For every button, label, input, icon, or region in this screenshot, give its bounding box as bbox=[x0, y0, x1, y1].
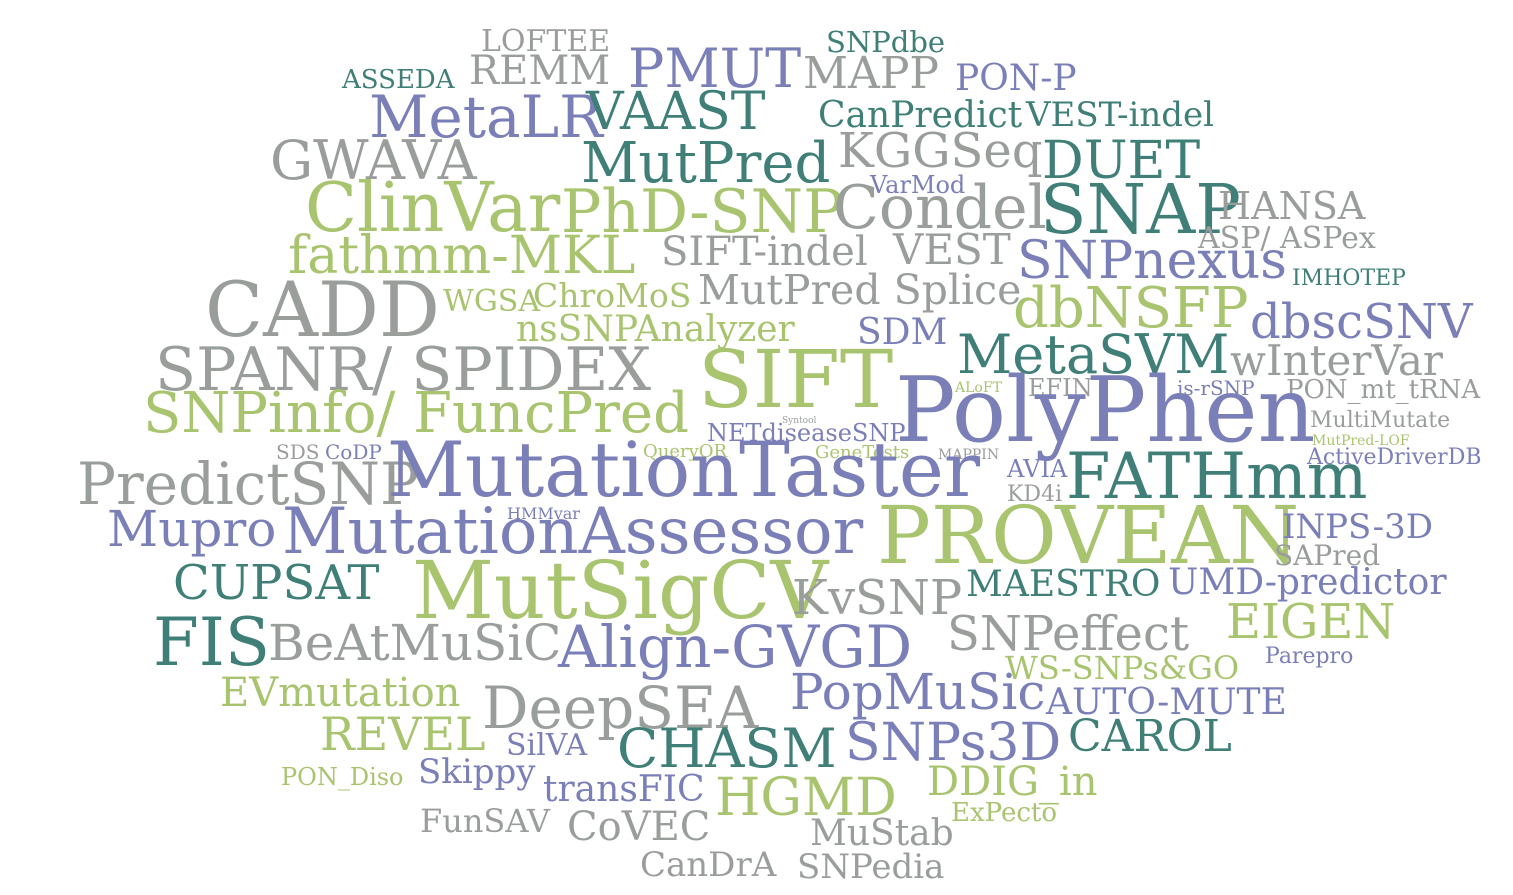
word-beatmusic: BeAtMuSiC bbox=[268, 614, 562, 672]
word-syntool: Syntool bbox=[782, 416, 817, 426]
word-predictsnp: PredictSNP bbox=[77, 450, 420, 518]
word-pon-p: PON-P bbox=[955, 58, 1077, 99]
word-carol: CAROL bbox=[1068, 711, 1232, 762]
word-mupro: Mupro bbox=[107, 500, 277, 558]
word-spanr-spidex: SPANR/ SPIDEX bbox=[155, 335, 652, 405]
word-skippy: Skippy bbox=[418, 752, 536, 792]
word-pmut: PMUT bbox=[628, 37, 802, 100]
word-genetests: GeneTests bbox=[815, 442, 910, 463]
word-auto-mute: AUTO-MUTE bbox=[1046, 682, 1287, 723]
word-avia: AVIA bbox=[1007, 455, 1068, 483]
word-sds: SDS bbox=[276, 440, 320, 464]
word-mutsigcv: MutSigCV bbox=[412, 544, 829, 637]
word-mapp: MAPP bbox=[803, 48, 940, 99]
word-mutpred: MutPred bbox=[581, 131, 831, 196]
word-cupsat: CUPSAT bbox=[173, 555, 380, 611]
word-kd4i: KD4i bbox=[1007, 482, 1063, 507]
word-vest: VEST bbox=[893, 225, 1011, 274]
word-vest-indel: VEST-indel bbox=[1026, 95, 1214, 135]
word-snap: SNAP bbox=[1040, 171, 1241, 250]
word-aloft: ALoFT bbox=[955, 380, 1002, 396]
word-umd-predictor: UMD-predictor bbox=[1168, 562, 1447, 603]
word-mustab: MuStab bbox=[810, 813, 954, 854]
word-sdm: SDM bbox=[857, 312, 948, 353]
word-pon-mt-trna: PON_mt_tRNA bbox=[1286, 375, 1481, 405]
word-snpinfo-funcpred: SNPinfo/ FuncPred bbox=[143, 381, 689, 446]
word-kggseq: KGGSeq bbox=[838, 123, 1043, 179]
word-efin: EFIN bbox=[1028, 374, 1093, 402]
word-varmod: VarMod bbox=[870, 171, 966, 199]
word-mutpred-lof: MutPred-LOF bbox=[1312, 433, 1410, 449]
word-hansa: HANSA bbox=[1218, 184, 1366, 228]
word-canpredict: CanPredict bbox=[818, 95, 1023, 136]
word-nssnpanalyzer: nsSNPAnalyzer bbox=[516, 309, 795, 350]
word-metasvm: MetaSVM bbox=[957, 323, 1230, 386]
word-silva: SilVA bbox=[506, 728, 588, 763]
word-vaast: VAAST bbox=[586, 82, 766, 142]
word-snpdbe: SNPdbe bbox=[826, 25, 946, 59]
word-remm: REMM bbox=[469, 48, 611, 94]
word-netdiseasesnp: NETdiseaseSNP bbox=[707, 419, 906, 447]
word-funsav: FunSAV bbox=[420, 802, 550, 840]
word-fis: FIS bbox=[153, 604, 271, 681]
word-duet: DUET bbox=[1042, 131, 1201, 191]
word-candra: CanDrA bbox=[640, 845, 777, 885]
word-imhotep: IMHOTEP bbox=[1292, 266, 1406, 291]
word-asp-aspex: ASP/ ASPex bbox=[1198, 221, 1376, 256]
word-ws-snps-go: WS-SNPs&GO bbox=[1005, 649, 1240, 687]
word-mutationassessor: MutationAssessor bbox=[282, 495, 864, 569]
word-transfic: transFIC bbox=[543, 769, 705, 810]
word-gwava: GWAVA bbox=[270, 129, 477, 192]
word-pon-diso: PON_Diso bbox=[281, 763, 404, 791]
word-inps-3d: INPS-3D bbox=[1282, 507, 1433, 547]
word-fathmm: FATHmm bbox=[1066, 440, 1368, 514]
word-metalr: MetaLR bbox=[369, 83, 603, 151]
word-evmutation: EVmutation bbox=[220, 670, 461, 716]
word-hgmd: HGMD bbox=[715, 768, 897, 828]
word-revel: REVEL bbox=[320, 707, 486, 761]
word-wintervar: wInterVar bbox=[1230, 336, 1443, 385]
word-queryor: QueryOR bbox=[643, 441, 728, 462]
word-maestro: MAESTRO bbox=[966, 564, 1161, 605]
word-multimutate: MultiMutate bbox=[1310, 408, 1451, 433]
word-is-rsnp: is-rSNP bbox=[1177, 376, 1255, 400]
word-activedriverdb: ActiveDriverDB bbox=[1307, 445, 1482, 470]
word-ddig-in: DDIG_in bbox=[927, 759, 1098, 805]
word-sift: SIFT bbox=[698, 333, 894, 426]
word-mutpred-splice: MutPred Splice bbox=[698, 266, 1022, 314]
word-snpeffect: SNPeffect bbox=[947, 606, 1190, 662]
word-snpnexus: SNPnexus bbox=[1017, 231, 1287, 291]
word-codp: CoDP bbox=[325, 440, 382, 464]
word-deepsea: DeepSEA bbox=[482, 674, 759, 742]
word-condel: Condel bbox=[833, 173, 1047, 243]
word-hmmvar: HMMvar bbox=[507, 504, 580, 523]
word-sapred: SAPred bbox=[1274, 539, 1381, 572]
word-chasm: CHASM bbox=[617, 717, 837, 780]
word-kvsnp: KvSNP bbox=[792, 570, 963, 626]
word-phd-snp: PhD-SNP bbox=[561, 177, 844, 247]
word-dbnsfp: dbNSFP bbox=[1013, 276, 1249, 341]
word-mutationtaster: MutationTaster bbox=[387, 425, 981, 514]
word-covec: CoVEC bbox=[567, 804, 711, 850]
word-clinvar: ClinVar bbox=[305, 169, 561, 248]
word-fathmm-mkl: fathmm-MKL bbox=[288, 226, 636, 286]
word-snpedia: SNPedia bbox=[797, 847, 945, 887]
word-align-gvgd: Align-GVGD bbox=[558, 613, 913, 681]
word-asseda: ASSEDA bbox=[342, 65, 455, 95]
word-eigen: EIGEN bbox=[1226, 594, 1396, 650]
word-snps3d: SNPs3D bbox=[845, 713, 1062, 773]
word-polyphen: PolyPhen bbox=[895, 358, 1316, 463]
word-parepro: Parepro bbox=[1265, 644, 1354, 669]
word-mappin: MAPPIN bbox=[938, 447, 1000, 463]
word-popmusic: PopMuSic bbox=[790, 663, 1046, 721]
word-dbscsnv: dbscSNV bbox=[1250, 294, 1473, 350]
word-cadd: CADD bbox=[205, 265, 440, 354]
word-provean: PROVEAN bbox=[877, 489, 1300, 582]
word-chromos: ChroMoS bbox=[533, 276, 692, 315]
word-sift-indel: SIFT-indel bbox=[661, 229, 868, 275]
word-wgsa: WGSA bbox=[443, 284, 541, 319]
word-loftee: LOFTEE bbox=[481, 24, 611, 59]
word-expecto: ExPecto bbox=[951, 798, 1058, 828]
